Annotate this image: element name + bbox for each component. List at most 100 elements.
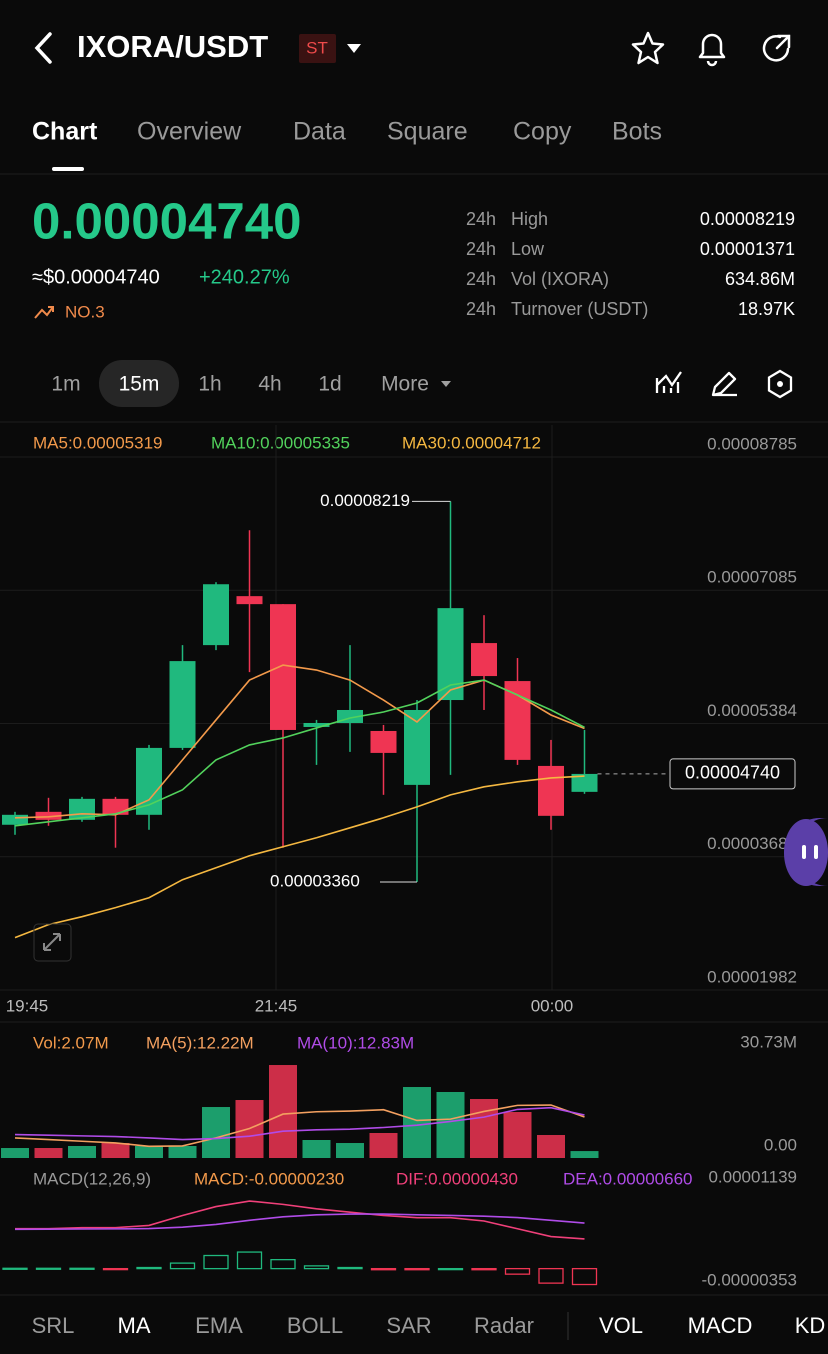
indicator-tab[interactable]: SRL xyxy=(32,1313,75,1338)
charts: 0.00001982 0.00003683 0.00005384 0.00007085… xyxy=(0,425,828,1289)
badge-bg xyxy=(299,34,336,63)
indicator-tab[interactable]: MA xyxy=(118,1313,151,1338)
macd-bar xyxy=(571,1267,598,1286)
candle-body xyxy=(538,765,564,816)
tab[interactable]: Overview xyxy=(137,118,242,146)
indicator-tab[interactable]: VOL xyxy=(599,1313,643,1338)
back-button[interactable] xyxy=(34,32,52,64)
candle-body xyxy=(2,814,28,825)
expand-button[interactable] xyxy=(33,923,72,962)
legend-entry: DIF:0.00000430 xyxy=(396,1169,518,1188)
macd-bar xyxy=(270,1259,296,1270)
y-tick-label: 0.00 xyxy=(764,1135,797,1154)
indicator-tab[interactable]: MACD xyxy=(688,1313,753,1338)
stats: 24h High 0.00008219 24h Low 0.00001371 24h Vol … xyxy=(466,209,795,319)
y-tick-label: 0.00005384 xyxy=(707,701,797,720)
indicator-tab[interactable]: SAR xyxy=(386,1313,431,1338)
macd-bar xyxy=(404,1267,430,1271)
indicator-line xyxy=(15,1200,585,1240)
interval[interactable]: More xyxy=(381,373,429,396)
stat-value: 18.97K xyxy=(738,299,795,319)
tab[interactable]: Data xyxy=(293,118,346,146)
volume-bar xyxy=(1,1148,29,1158)
share-icon[interactable] xyxy=(762,34,791,62)
macd-bar xyxy=(437,1267,464,1271)
macd-bar xyxy=(337,1266,363,1270)
rank: NO.3 xyxy=(65,302,105,321)
price-change: +240.27% xyxy=(199,266,290,288)
candle-body xyxy=(35,811,62,820)
legend-entry: MA(10):12.83M xyxy=(297,1033,414,1052)
indicator-line xyxy=(14,1213,585,1231)
macd-bar xyxy=(35,1267,62,1270)
indicator-bar: SRL MA EMA BOLL SAR Radar VOL MACD KD xyxy=(32,1313,826,1338)
interval-selected xyxy=(99,360,179,407)
dropdown-arrow[interactable] xyxy=(347,44,361,53)
indicator-tab[interactable]: BOLL xyxy=(287,1313,343,1338)
stat-label: Low xyxy=(511,239,545,259)
draw-icon[interactable] xyxy=(711,371,737,397)
interval[interactable]: 1m xyxy=(51,373,80,396)
indicator-tab[interactable]: KD xyxy=(795,1313,826,1338)
indicator-line xyxy=(14,1106,585,1141)
candle-body xyxy=(236,596,263,605)
tab[interactable]: Chart xyxy=(32,118,98,146)
indicator-line xyxy=(14,679,585,827)
candle-body xyxy=(169,661,196,748)
volume-bar xyxy=(436,1092,465,1158)
candle-body xyxy=(203,584,229,646)
stat-value: 0.00001371 xyxy=(700,239,795,259)
expand-icon xyxy=(43,933,61,951)
settings-icon[interactable] xyxy=(767,369,793,399)
volume-bar xyxy=(570,1151,599,1158)
macd-bar xyxy=(69,1267,95,1270)
interval[interactable]: 15m xyxy=(119,373,160,396)
volume-bar xyxy=(202,1107,230,1158)
stat-period: 24h xyxy=(466,209,496,229)
alert-icon[interactable] xyxy=(698,33,726,67)
x-tick-label: 00:00 xyxy=(531,996,574,1015)
tab[interactable]: Copy xyxy=(513,118,572,146)
indicator-tab[interactable]: EMA xyxy=(195,1313,243,1338)
candle-body xyxy=(571,773,598,792)
stat-period: 24h xyxy=(466,299,496,319)
favorite-icon[interactable] xyxy=(631,31,665,65)
tab[interactable]: Square xyxy=(387,118,468,146)
interval[interactable]: 1d xyxy=(318,373,341,396)
x-tick-label: 21:45 xyxy=(255,996,298,1015)
volume-bar xyxy=(369,1132,398,1158)
indicator-line xyxy=(14,1104,585,1148)
usd-price: ≈$0.00004740 xyxy=(32,266,160,288)
legend-entry: MACD:-0.00000230 xyxy=(194,1169,344,1188)
stat-label: Turnover (USDT) xyxy=(511,299,648,319)
macd-bar xyxy=(169,1262,196,1270)
widget-dot xyxy=(814,845,818,859)
macd-bar xyxy=(538,1267,564,1284)
candle-body xyxy=(504,681,531,760)
macd-bar xyxy=(370,1267,397,1271)
interval[interactable]: 4h xyxy=(258,373,281,396)
last-price: 0.00004740 xyxy=(32,192,301,249)
candle-body xyxy=(102,798,129,815)
macd-bar xyxy=(136,1266,162,1270)
macd-bar xyxy=(504,1267,531,1275)
candle-body xyxy=(303,722,330,727)
y-tick-label: 0.00008785 xyxy=(707,434,797,453)
candle-body xyxy=(471,643,497,677)
volume-bar xyxy=(68,1146,96,1158)
tab[interactable]: Bots xyxy=(612,118,662,146)
tab-bar: Chart Overview Data Square Copy Bots xyxy=(32,118,662,146)
legend-entry: MA10:0.00005335 xyxy=(211,433,350,452)
interval[interactable]: 1h xyxy=(198,373,221,396)
y-tick-label: 0.00001139 xyxy=(708,1167,797,1186)
stat-period: 24h xyxy=(466,269,496,289)
stat-label: High xyxy=(511,209,548,229)
volume-bar xyxy=(168,1146,197,1158)
indicator-tab[interactable]: Radar xyxy=(474,1313,534,1338)
rank-icon xyxy=(34,306,54,319)
stat-value: 0.00008219 xyxy=(700,209,795,229)
macd-bar xyxy=(471,1267,497,1271)
indicator-icon[interactable] xyxy=(655,371,682,393)
